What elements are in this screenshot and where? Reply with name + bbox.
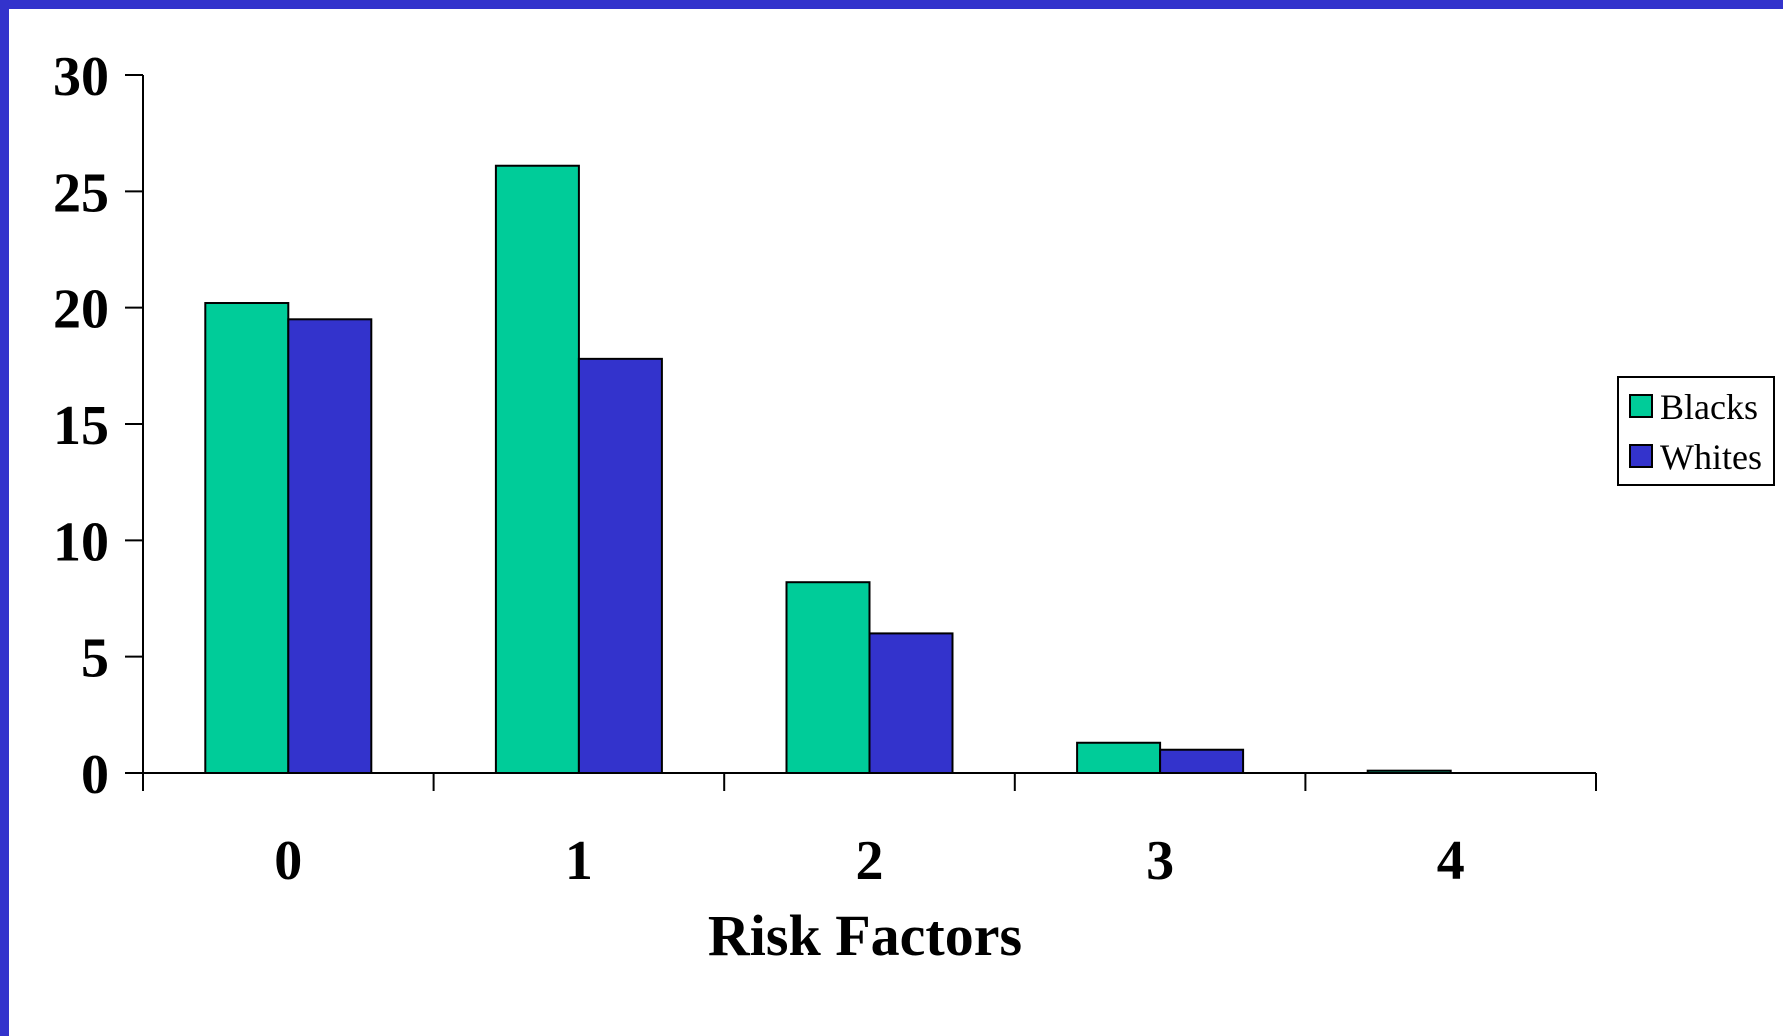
legend-swatch-whites [1629, 444, 1653, 468]
y-tick-label-5: 5 [81, 628, 109, 690]
bar-blacks-2 [785, 581, 871, 774]
axes-group [125, 74, 1597, 791]
y-tick-label-25: 25 [53, 162, 109, 224]
bar-blacks-1 [494, 164, 580, 775]
bar-blacks-0 [204, 302, 290, 774]
bar-chart: 0 5 10 15 20 25 30 0 1 2 3 4 Risk Factors Blacks Wh… [53, 46, 1775, 968]
bars-group [204, 164, 1452, 775]
x-tick-label-3: 3 [1146, 830, 1174, 892]
x-tick-label-2: 2 [856, 830, 884, 892]
bar-blacks-3 [1076, 741, 1162, 775]
chart-frame: 0 5 10 15 20 25 30 0 1 2 3 4 Risk Factors Blacks Wh… [9, 9, 1783, 1036]
legend: Blacks Whites [1617, 376, 1775, 486]
bar-whites-1 [577, 357, 663, 774]
bar-whites-3 [1159, 748, 1245, 775]
bar-whites-0 [287, 318, 373, 774]
y-tick-label-15: 15 [53, 395, 109, 457]
x-axis-title: Risk Factors [708, 903, 1022, 968]
y-tick-labels: 0 5 10 15 20 25 30 [53, 46, 109, 806]
y-tick-label-0: 0 [81, 744, 109, 806]
x-tick-labels: 0 1 2 3 4 [274, 830, 1464, 892]
legend-swatch-blacks [1629, 394, 1653, 418]
legend-label-whites: Whites [1660, 437, 1762, 477]
y-tick-label-20: 20 [53, 279, 109, 341]
legend-label-blacks: Blacks [1660, 387, 1758, 427]
x-tick-label-0: 0 [274, 830, 302, 892]
y-tick-label-10: 10 [53, 511, 109, 573]
y-tick-label-30: 30 [53, 46, 109, 108]
bar-whites-2 [868, 632, 954, 775]
x-tick-label-4: 4 [1437, 830, 1465, 892]
x-tick-label-1: 1 [565, 830, 593, 892]
